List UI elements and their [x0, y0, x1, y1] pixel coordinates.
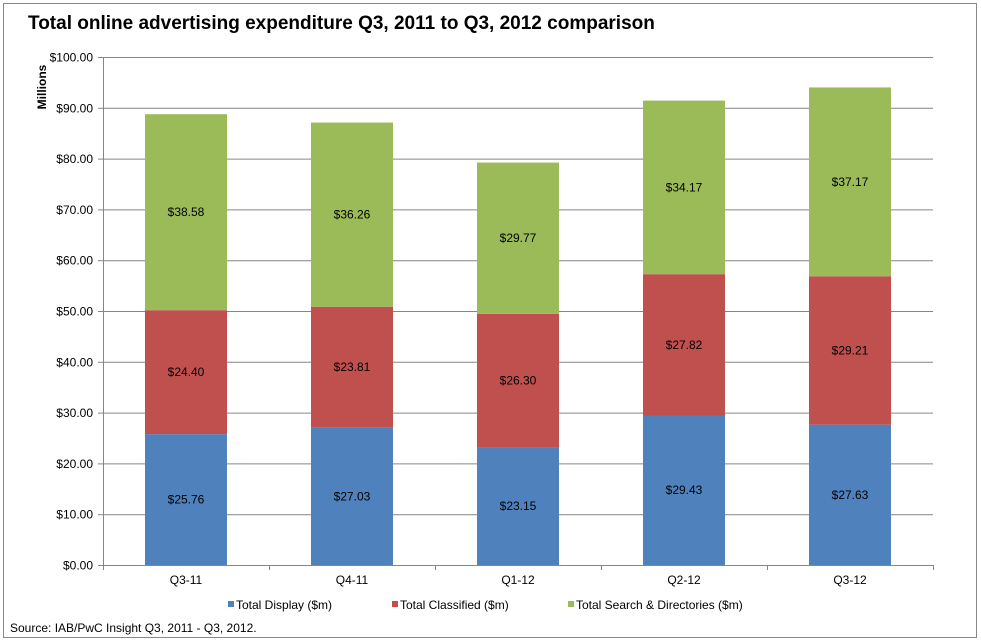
x-tick-label: Q3-11 [170, 573, 203, 587]
data-label: $27.82 [666, 338, 703, 352]
legend-swatch [228, 601, 234, 607]
y-tick-label: $90.00 [56, 101, 93, 115]
data-label: $37.17 [832, 175, 869, 189]
bar-segment [477, 162, 559, 314]
data-label: $34.17 [666, 180, 703, 194]
data-label: $38.58 [168, 205, 205, 219]
data-label: $29.77 [500, 231, 537, 245]
data-label: $27.63 [832, 488, 869, 502]
y-tick-label: $40.00 [56, 355, 93, 369]
y-tick-label: $10.00 [56, 508, 93, 522]
legend-label: Total Search & Directories ($m) [576, 598, 743, 612]
y-axis-title: Millions [35, 64, 49, 109]
y-tick-label: $80.00 [56, 152, 93, 166]
data-label: $36.26 [334, 208, 371, 222]
legend-label: Total Classified ($m) [400, 598, 509, 612]
y-tick-label: $100.00 [50, 51, 94, 65]
data-label: $29.21 [832, 343, 869, 357]
x-tick-label: Q2-12 [667, 573, 701, 587]
bar-segment [477, 313, 559, 448]
bar-segment [809, 424, 891, 565]
bar-segment [311, 427, 393, 565]
data-label: $23.15 [500, 499, 537, 513]
bar-segment [643, 100, 725, 275]
y-tick-label: $50.00 [56, 305, 93, 319]
x-tick-label: Q3-12 [833, 573, 867, 587]
y-tick-label: $20.00 [56, 457, 93, 471]
data-label: $24.40 [168, 365, 205, 379]
bar-segment [145, 310, 227, 435]
bar-segment [643, 274, 725, 416]
data-label: $23.81 [334, 360, 371, 374]
bar-segment [809, 87, 891, 277]
data-label: $26.30 [500, 374, 537, 388]
bar-segment [145, 434, 227, 565]
chart-title: Total online advertising expenditure Q3,… [28, 13, 655, 34]
data-label: $29.43 [666, 483, 703, 497]
x-tick-label: Q4-11 [336, 573, 369, 587]
bar-segment [311, 306, 393, 428]
chart-frame [3, 3, 977, 638]
bar-segment [311, 122, 393, 307]
y-tick-label: $30.00 [56, 406, 93, 420]
legend-swatch [568, 601, 574, 607]
y-tick-label: $70.00 [56, 203, 93, 217]
legend-label: Total Display ($m) [236, 598, 332, 612]
bar-segment [145, 114, 227, 311]
data-label: $27.03 [334, 489, 371, 503]
legend-swatch [392, 601, 398, 607]
bar-segment [477, 447, 559, 565]
bar-segment [809, 276, 891, 425]
bar-segment [643, 415, 725, 565]
data-label: $25.76 [168, 493, 205, 507]
source-note: Source: IAB/PwC Insight Q3, 2011 - Q3, 2… [10, 621, 257, 635]
y-tick-label: $0.00 [63, 559, 93, 573]
x-tick-label: Q1-12 [501, 573, 535, 587]
y-tick-label: $60.00 [56, 254, 93, 268]
